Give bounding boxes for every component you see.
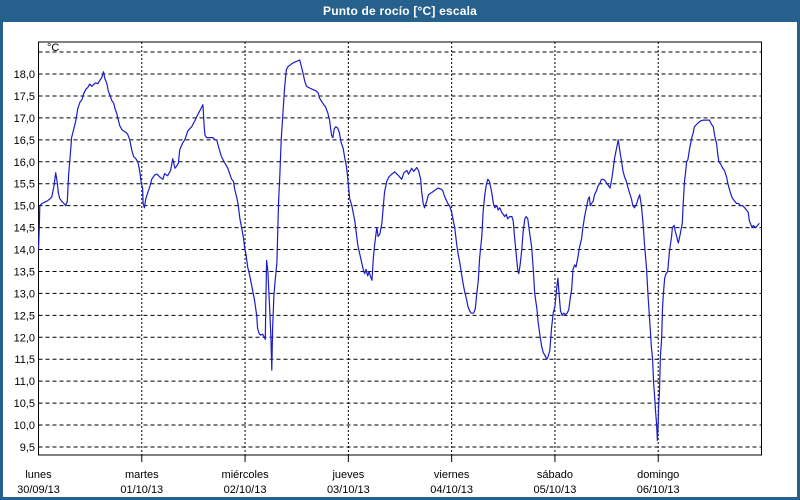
svg-text:12,0: 12,0 bbox=[14, 332, 35, 344]
svg-text:15,0: 15,0 bbox=[14, 201, 35, 213]
day-date-label: 01/10/13 bbox=[120, 484, 163, 496]
x-day-labels: lunes 30/09/13 martes 01/10/13 miércoles 02/1… bbox=[17, 469, 680, 496]
svg-text:18,0: 18,0 bbox=[14, 69, 35, 81]
svg-text:15,5: 15,5 bbox=[14, 179, 35, 191]
day-date-label: 02/10/13 bbox=[224, 484, 267, 496]
svg-text:10,0: 10,0 bbox=[14, 420, 35, 432]
day-name-label: lunes bbox=[25, 469, 52, 481]
dew-point-series-line bbox=[37, 59, 760, 441]
day-name-label: jueves bbox=[331, 469, 364, 481]
svg-text:14,5: 14,5 bbox=[14, 223, 35, 235]
svg-text:11,0: 11,0 bbox=[14, 376, 35, 388]
window-title: Punto de rocío [°C] escala bbox=[322, 4, 478, 18]
day-name-label: domingo bbox=[637, 469, 679, 481]
svg-text:17,5: 17,5 bbox=[14, 91, 35, 103]
svg-text:13,5: 13,5 bbox=[14, 266, 35, 278]
day-date-label: 03/10/13 bbox=[327, 484, 370, 496]
x-gridlines bbox=[141, 42, 659, 455]
y-tick-labels: 18,0 17,5 17,0 16,5 16,0 15,5 15,0 14,5 14,0 13,5… bbox=[14, 69, 35, 454]
day-date-label: 06/10/13 bbox=[637, 484, 680, 496]
svg-text:11,5: 11,5 bbox=[14, 354, 35, 366]
chart-area: 18,0 17,5 17,0 16,5 16,0 15,5 15,0 14,5 14,0 13,5… bbox=[3, 22, 797, 497]
plot-border bbox=[38, 41, 762, 456]
day-date-label: 30/09/13 bbox=[17, 484, 60, 496]
day-date-label: 04/10/13 bbox=[430, 484, 473, 496]
day-name-label: martes bbox=[125, 469, 159, 481]
svg-text:16,0: 16,0 bbox=[14, 157, 35, 169]
svg-text:9,5: 9,5 bbox=[20, 442, 35, 454]
day-name-label: miércoles bbox=[222, 469, 270, 481]
title-bar: Punto de rocío [°C] escala bbox=[0, 0, 800, 22]
svg-text:14,0: 14,0 bbox=[14, 245, 35, 257]
day-name-label: viernes bbox=[434, 469, 470, 481]
svg-text:10,5: 10,5 bbox=[14, 398, 35, 410]
x-axis-ticks bbox=[141, 455, 659, 462]
svg-text:13,0: 13,0 bbox=[14, 288, 35, 300]
svg-text:12,5: 12,5 bbox=[14, 310, 35, 322]
y-gridlines bbox=[38, 51, 762, 448]
day-name-label: sábado bbox=[537, 469, 573, 481]
day-date-label: 05/10/13 bbox=[534, 484, 577, 496]
svg-text:17,0: 17,0 bbox=[14, 113, 35, 125]
svg-text:16,5: 16,5 bbox=[14, 135, 35, 147]
y-axis-unit-label: °C bbox=[47, 42, 59, 54]
